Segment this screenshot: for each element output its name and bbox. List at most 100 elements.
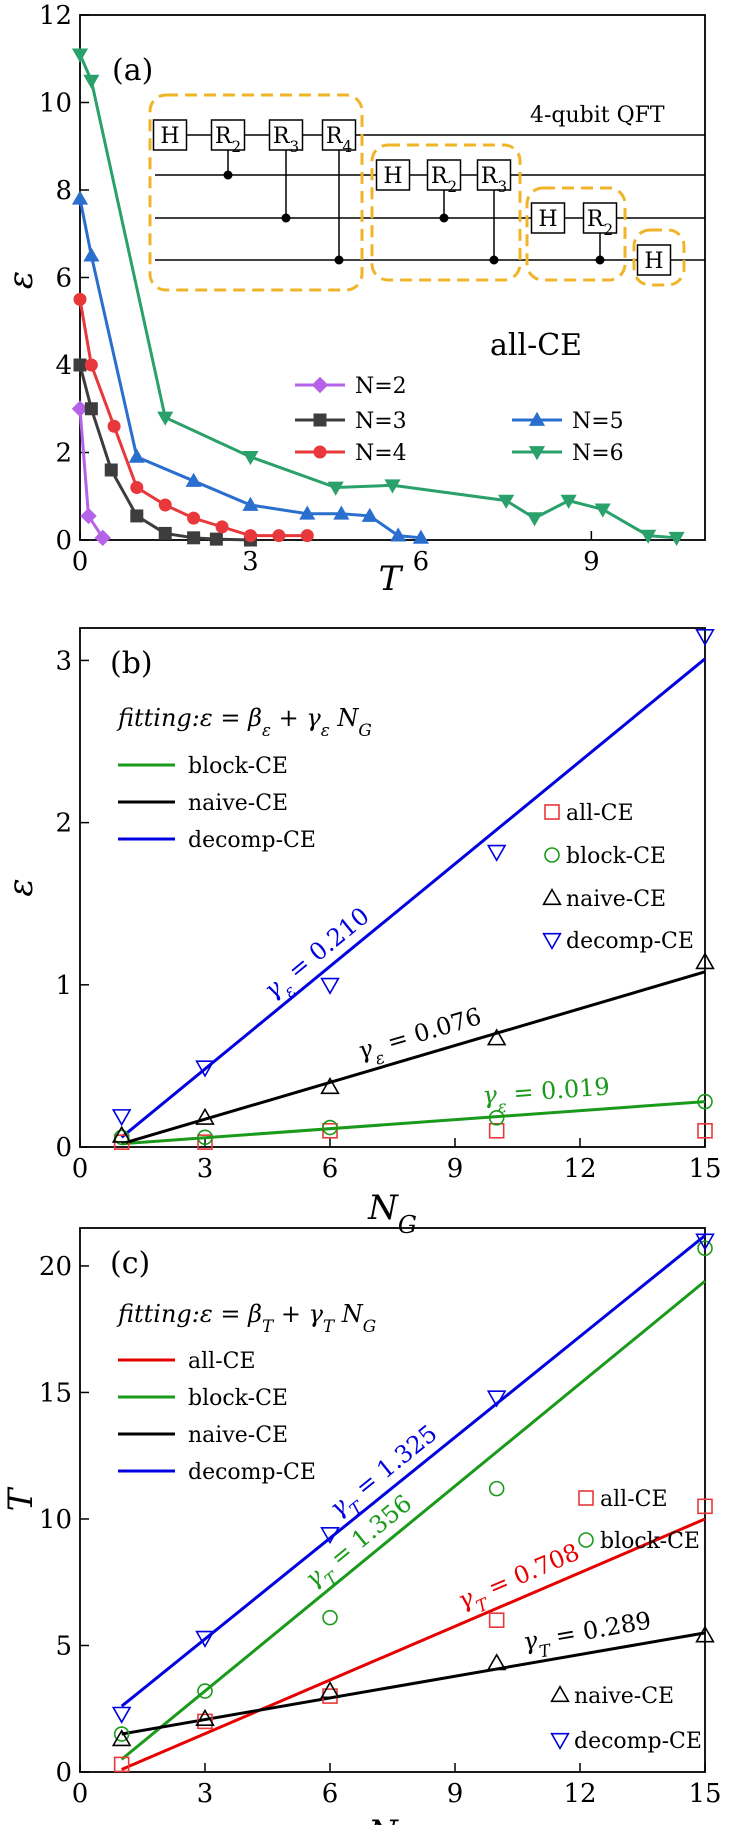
legend-marker (528, 446, 546, 461)
panel-c-marker-legend: all-CE block-CE naive-CE decomp-CE (550, 1487, 702, 1754)
panel-a-xtick-label: 9 (583, 547, 600, 577)
data-point (209, 532, 223, 546)
gate-box (530, 202, 566, 234)
panel-a-ytick-label: 8 (55, 176, 72, 206)
gate-label: H (383, 164, 402, 189)
data-point (320, 1076, 340, 1095)
gate-box (210, 119, 246, 151)
legend-text: block-CE (188, 754, 288, 779)
inset-title: 4-qubit QFT (530, 103, 665, 128)
series-N=2 (71, 400, 111, 547)
panel-b-ylabel: ε (1, 878, 41, 896)
legend-text: N=3 (355, 409, 407, 434)
panel-c-xtick-label: 9 (447, 1779, 464, 1809)
legend-text: block-CE (566, 844, 666, 869)
gate-box (152, 119, 188, 151)
legend-text: N=5 (572, 409, 624, 434)
data-point (486, 1653, 507, 1671)
panel-a-ytick-label: 2 (55, 439, 72, 469)
legend-text: block-CE (188, 1386, 288, 1411)
panel-a-xtick-label: 3 (242, 547, 259, 577)
data-point (187, 531, 201, 545)
legend-text: decomp-CE (188, 828, 316, 853)
panel-b-xtick-label: 12 (563, 1154, 596, 1184)
legend-marker (544, 804, 560, 820)
data-point (185, 472, 202, 487)
series-N=4 (73, 292, 314, 543)
data-point (73, 292, 87, 306)
data-point (299, 505, 316, 520)
data-point (486, 1390, 507, 1408)
qft-circuit-inset: 4-qubit QFT H R2 R3 R4 H R2 R3 H R2 H (148, 93, 705, 292)
legend-marker (313, 445, 327, 459)
data-point (187, 511, 201, 525)
data-point (300, 529, 314, 543)
panel-a-ytick-label: 0 (55, 526, 72, 556)
data-point (488, 1122, 505, 1139)
series-naive-CE (111, 952, 715, 1143)
legend-marker (311, 376, 329, 394)
legend-text: block-CE (600, 1529, 700, 1554)
data-point (111, 1109, 132, 1127)
panel-c-xtick-label: 12 (563, 1779, 596, 1809)
gate-box (375, 159, 411, 191)
data-point (84, 358, 98, 372)
legend-text: all-CE (188, 1349, 256, 1374)
panel-a-xlabel: T (379, 559, 404, 599)
control-dot (334, 255, 344, 265)
data-point (111, 1706, 132, 1724)
gate-label: R2 (215, 124, 241, 156)
legend-text: all-CE (566, 801, 634, 826)
circuit-block (148, 93, 364, 292)
data-point (195, 1708, 215, 1726)
panel-b-xtick-label: 9 (447, 1154, 464, 1184)
data-point (243, 529, 257, 543)
panel-b-xtick-label: 3 (197, 1154, 214, 1184)
panel-b-marker-legend: all-CE block-CE naive-CE decomp-CE (542, 801, 694, 954)
control-dot (489, 255, 499, 265)
panel-b-ytick-label: 0 (55, 1133, 72, 1163)
data-point (695, 629, 715, 647)
fit-label: γε = 0.210 (258, 902, 379, 1011)
panel-a-ytick-label: 12 (39, 1, 72, 31)
data-point (195, 1630, 215, 1648)
data-point (390, 527, 407, 542)
series-block-CE (113, 1093, 713, 1146)
panel-c-xlabel: NG (367, 1813, 417, 1825)
data-point (320, 977, 340, 995)
data-point (322, 1122, 338, 1139)
data-point (695, 1625, 715, 1643)
data-point (498, 494, 515, 509)
data-point (130, 481, 144, 494)
fit-label: γT = 0.708 (453, 1538, 586, 1622)
data-point (104, 463, 118, 477)
series-decomp-CE (111, 629, 715, 1127)
fit-label: γT = 0.289 (521, 1606, 655, 1664)
panel-b-fit-formula: fitting:ε = βε + γε NG (116, 704, 372, 740)
gate-box (476, 159, 512, 191)
data-point (695, 952, 715, 970)
panel-c-xtick-label: 0 (72, 1779, 89, 1809)
gate-box (321, 119, 357, 151)
panel-b-xtick-label: 6 (322, 1154, 339, 1184)
panel-c-ytick-label: 10 (39, 1505, 72, 1535)
panel-a-ylabel: ε (1, 271, 41, 289)
data-point (697, 1498, 713, 1515)
gate-label: H (538, 207, 557, 232)
panel-a-annotation: all-CE (490, 328, 582, 363)
data-point (697, 1122, 713, 1139)
legend-marker (542, 887, 562, 906)
legend-text: N=6 (572, 441, 624, 466)
panel-c-xtick-label: 3 (197, 1779, 214, 1809)
legend-text: decomp-CE (566, 929, 694, 954)
panel-c-xtick-label: 15 (688, 1779, 721, 1809)
panel-a-xtick-label: 6 (413, 547, 430, 577)
data-point (384, 479, 401, 494)
legend-marker (542, 932, 562, 951)
gate-box (426, 159, 462, 191)
series-line (78, 299, 308, 538)
data-point (695, 1233, 715, 1251)
panel-b-ytick-label: 2 (55, 809, 72, 839)
data-point (594, 503, 611, 518)
